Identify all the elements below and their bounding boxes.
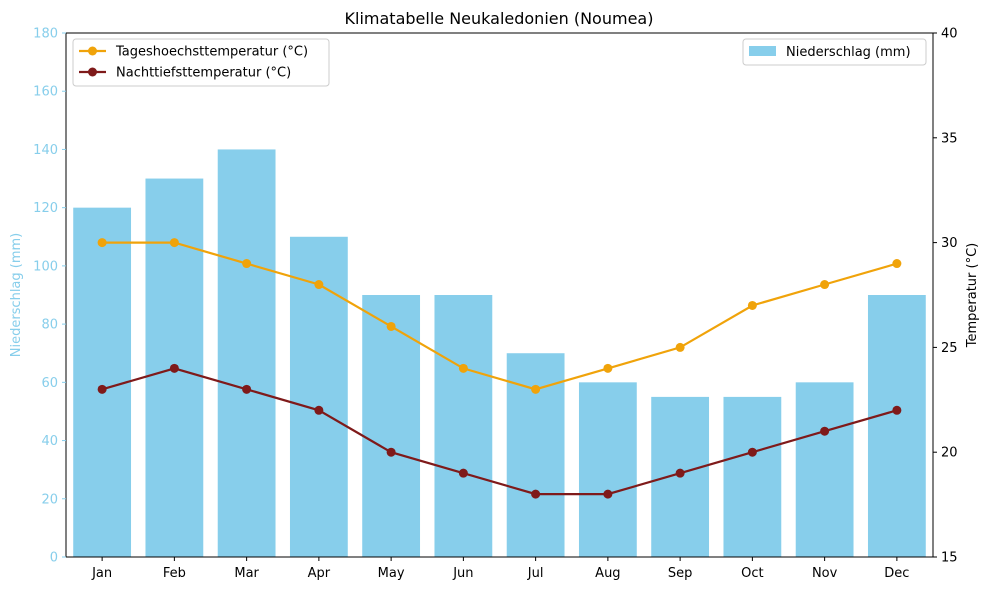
temperature-lines [97, 238, 902, 499]
point-series-1-jul [531, 489, 541, 499]
y-axis-right-title: Temperatur (°C) [965, 243, 980, 349]
point-series-0-oct [747, 300, 757, 310]
y-left-tick-label-180: 180 [33, 27, 58, 42]
y-left-tick-label-0: 0 [50, 551, 58, 566]
legend-bars: Niederschlag (mm) [742, 38, 927, 66]
point-series-1-oct [747, 447, 757, 457]
x-tick-label-apr: Apr [308, 566, 331, 581]
bar-aug [578, 382, 637, 557]
x-tick-label-aug: Aug [595, 566, 620, 581]
plot-frame [65, 32, 934, 558]
bar-nov [795, 382, 854, 557]
legend-lines: Tageshoechsttemperatur (°C) Nachttiefstte… [72, 38, 330, 87]
point-series-0-jan [97, 238, 107, 248]
point-series-0-sep [675, 342, 685, 352]
legend-label-1: Nachttiefsttemperatur (°C) [116, 66, 291, 81]
point-series-1-sep [675, 468, 685, 478]
y-right-tick-label-40: 40 [941, 27, 958, 42]
y-left-tick-label-20: 20 [41, 492, 58, 507]
x-tick-label-may: May [378, 566, 405, 581]
x-tick-label-jan: Jan [91, 566, 112, 581]
y-left-tick-label-160: 160 [33, 85, 58, 100]
bar-dec [867, 295, 926, 557]
legend-lines-box [72, 38, 330, 87]
chart-title: Klimatabelle Neukaledonien (Noumea) [345, 9, 654, 28]
bar-may [362, 295, 421, 557]
x-tick-label-sep: Sep [668, 566, 693, 581]
y-right-tick-label-35: 35 [941, 131, 958, 146]
y-left-tick-label-100: 100 [33, 259, 58, 274]
y-left-tick-label-60: 60 [41, 376, 58, 391]
x-tick-label-dec: Dec [884, 566, 909, 581]
x-tick-label-jun: Jun [452, 566, 473, 581]
legend-bar-swatch [749, 46, 776, 56]
y-axis-left-title: Niederschlag (mm) [9, 233, 24, 358]
point-series-1-apr [314, 405, 324, 415]
legend-label-0: Tageshoechsttemperatur (°C) [115, 45, 308, 60]
line-series-1 [101, 367, 898, 496]
point-series-1-jun [458, 468, 468, 478]
point-series-0-feb [169, 238, 179, 248]
y-right-tick-label-30: 30 [941, 236, 958, 251]
y-right-tick-label-15: 15 [941, 551, 958, 566]
y-right-tick-label-25: 25 [941, 341, 958, 356]
bar-apr [289, 236, 348, 557]
precipitation-bars [73, 149, 926, 558]
x-tick-label-mar: Mar [234, 566, 259, 581]
point-series-0-jun [458, 363, 468, 373]
point-series-0-mar [242, 259, 252, 269]
legend-marker-1 [88, 67, 97, 77]
point-series-1-nov [820, 426, 830, 436]
x-tick-label-oct: Oct [741, 566, 763, 581]
point-series-0-may [386, 321, 396, 331]
line-series-0 [102, 241, 898, 391]
y-axis-right: 15 20 25 30 35 40 [933, 27, 958, 566]
x-tick-label-jul: Jul [527, 566, 544, 581]
point-series-1-aug [603, 489, 613, 499]
point-series-1-feb [169, 363, 179, 373]
y-axis-left: 0 20 40 60 80 100 120 140 160 180 [33, 27, 66, 566]
y-left-tick-label-140: 140 [33, 143, 58, 158]
point-series-0-aug [603, 363, 613, 373]
point-series-0-apr [314, 280, 324, 290]
y-left-tick-label-40: 40 [41, 434, 58, 449]
x-tick-label-nov: Nov [812, 566, 838, 581]
x-axis: Jan Feb Mar Apr May Jun Jul Aug Sep Oct Nov Dec [91, 557, 909, 581]
y-right-tick-label-20: 20 [941, 446, 958, 461]
point-series-1-mar [242, 384, 252, 394]
point-series-1-jan [97, 384, 107, 394]
point-series-0-dec [892, 259, 902, 269]
legend-bar-label: Niederschlag (mm) [786, 45, 911, 60]
point-series-0-jul [531, 384, 541, 394]
y-left-tick-label-80: 80 [41, 318, 58, 333]
point-series-1-dec [892, 405, 902, 415]
y-left-tick-label-120: 120 [33, 201, 58, 216]
legend-marker-0 [88, 46, 97, 56]
legend-bars-box [742, 38, 927, 66]
bar-oct [723, 396, 782, 557]
x-tick-label-feb: Feb [163, 566, 186, 581]
point-series-0-nov [820, 280, 830, 290]
bar-jan [73, 207, 132, 557]
point-series-1-may [386, 447, 396, 457]
bar-mar [217, 149, 276, 557]
bar-jun [434, 295, 493, 557]
